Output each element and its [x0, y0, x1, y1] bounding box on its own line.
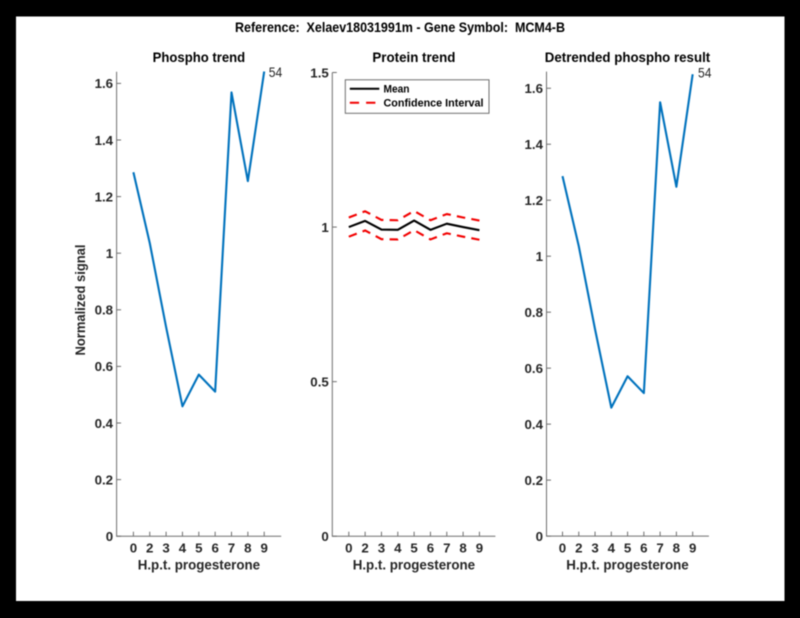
- svg-text:1.5: 1.5: [310, 65, 329, 80]
- svg-text:9: 9: [260, 540, 267, 555]
- svg-text:0: 0: [106, 529, 113, 544]
- svg-text:H.p.t. progesterone: H.p.t. progesterone: [353, 557, 476, 572]
- svg-text:0: 0: [321, 529, 328, 544]
- svg-text:9: 9: [689, 540, 696, 555]
- svg-text:6: 6: [640, 540, 647, 555]
- svg-text:2: 2: [146, 540, 153, 555]
- svg-text:6: 6: [211, 540, 218, 555]
- svg-text:3: 3: [162, 540, 169, 555]
- svg-text:1.6: 1.6: [525, 81, 544, 96]
- svg-text:0.8: 0.8: [525, 305, 544, 320]
- svg-text:0: 0: [130, 540, 137, 555]
- svg-text:H.p.t. progesterone: H.p.t. progesterone: [566, 557, 689, 572]
- svg-text:1: 1: [321, 220, 329, 235]
- svg-text:0: 0: [536, 529, 543, 544]
- svg-text:3: 3: [378, 540, 385, 555]
- svg-text:1.2: 1.2: [525, 193, 544, 208]
- svg-text:1.2: 1.2: [95, 189, 114, 204]
- svg-text:0.4: 0.4: [525, 417, 544, 432]
- svg-text:1.4: 1.4: [95, 133, 114, 148]
- svg-text:0.8: 0.8: [95, 303, 114, 318]
- svg-text:Normalized signal: Normalized signal: [73, 245, 88, 356]
- svg-text:1: 1: [536, 249, 544, 264]
- svg-text:Detrended phospho result: Detrended phospho result: [545, 50, 711, 65]
- svg-text:4: 4: [608, 540, 616, 555]
- svg-text:4: 4: [179, 540, 187, 555]
- svg-text:Phospho trend: Phospho trend: [153, 50, 246, 65]
- svg-text:54: 54: [269, 64, 283, 80]
- svg-text:5: 5: [624, 540, 632, 555]
- svg-text:5: 5: [410, 540, 418, 555]
- svg-text:0: 0: [345, 540, 352, 555]
- svg-text:1: 1: [106, 246, 114, 261]
- svg-text:0.2: 0.2: [95, 472, 114, 487]
- svg-text:5: 5: [195, 540, 203, 555]
- svg-text:7: 7: [228, 540, 235, 555]
- svg-text:8: 8: [459, 540, 466, 555]
- svg-text:4: 4: [394, 540, 402, 555]
- svg-text:0.4: 0.4: [95, 416, 114, 431]
- svg-text:Protein trend: Protein trend: [372, 50, 455, 65]
- svg-text:3: 3: [591, 540, 598, 555]
- svg-text:7: 7: [443, 540, 450, 555]
- svg-text:6: 6: [427, 540, 434, 555]
- svg-text:8: 8: [673, 540, 680, 555]
- svg-text:1.6: 1.6: [95, 76, 114, 91]
- svg-text:0.5: 0.5: [310, 374, 329, 389]
- svg-text:Reference: Xelaev18031991m -: Reference: Xelaev18031991m - Gene Symbol…: [235, 19, 565, 35]
- svg-text:7: 7: [656, 540, 663, 555]
- svg-text:0: 0: [559, 540, 566, 555]
- svg-text:0.2: 0.2: [525, 473, 544, 488]
- svg-text:2: 2: [575, 540, 582, 555]
- svg-text:9: 9: [476, 540, 483, 555]
- svg-text:Confidence Interval: Confidence Interval: [384, 97, 484, 109]
- svg-text:0.6: 0.6: [525, 361, 544, 376]
- svg-text:H.p.t. progesterone: H.p.t. progesterone: [138, 557, 261, 572]
- svg-text:Mean: Mean: [384, 83, 410, 95]
- svg-text:8: 8: [244, 540, 251, 555]
- svg-text:2: 2: [361, 540, 368, 555]
- svg-text:0.6: 0.6: [95, 359, 114, 374]
- svg-text:54: 54: [698, 65, 712, 81]
- svg-text:1.4: 1.4: [525, 137, 544, 152]
